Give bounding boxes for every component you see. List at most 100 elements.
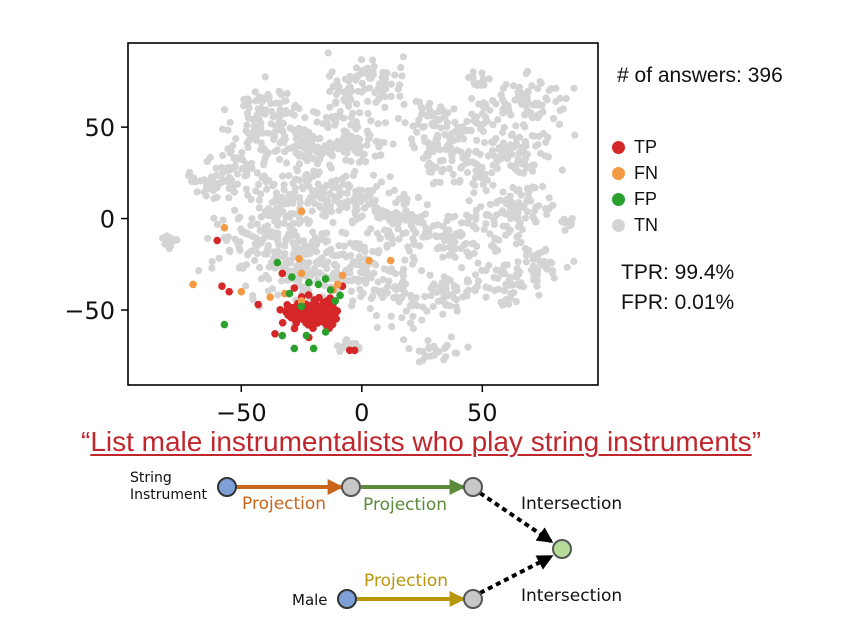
point-tn (521, 123, 529, 131)
point-tn (204, 234, 212, 242)
point-tn (478, 69, 486, 77)
point-tn (282, 213, 290, 221)
variable-node-2 (463, 477, 483, 497)
point-tn (331, 194, 339, 202)
point-tn (479, 75, 487, 83)
point-tn (511, 96, 519, 104)
point-tn (423, 112, 432, 120)
point-tn (276, 139, 284, 147)
projection-label-2: Projection (363, 495, 447, 515)
point-tn (533, 282, 541, 290)
point-fp (220, 320, 229, 329)
point-tn (465, 197, 473, 205)
point-tn (515, 186, 523, 194)
point-tn (435, 108, 443, 116)
point-tn (309, 228, 317, 236)
point-tn (400, 336, 408, 344)
point-tn (340, 148, 348, 156)
point-tn (394, 225, 402, 233)
point-tn (529, 167, 537, 175)
point-tn (323, 249, 331, 257)
point-tn (296, 199, 304, 207)
query-sentence: List male instrumentalists who play stri… (90, 426, 752, 457)
point-tn (308, 142, 316, 150)
point-tn (459, 123, 467, 131)
point-tn (333, 176, 341, 184)
point-tn (523, 184, 532, 192)
point-tn (424, 337, 432, 345)
point-tn (272, 99, 280, 107)
point-tn (418, 316, 426, 324)
point-tn (241, 172, 249, 180)
point-tn (202, 192, 210, 200)
point-tn (243, 121, 251, 129)
point-tn (501, 270, 509, 278)
point-tn (482, 187, 490, 195)
point-tn (563, 263, 571, 271)
point-tn (285, 172, 293, 180)
point-tn (331, 260, 339, 268)
point-tn (326, 150, 334, 158)
point-tn (310, 264, 318, 272)
point-tn (548, 259, 556, 267)
point-tn (259, 94, 267, 102)
point-tn (274, 291, 282, 299)
point-tn (345, 102, 353, 110)
point-tn (248, 215, 256, 223)
point-tn (532, 218, 540, 226)
point-tn (336, 347, 344, 355)
point-tp (218, 282, 226, 291)
point-tp (304, 291, 313, 299)
variable-node-3 (463, 589, 483, 609)
point-tn (549, 114, 558, 123)
point-tn (350, 199, 358, 207)
point-tn (302, 243, 310, 251)
point-fp (305, 278, 313, 287)
tpr-metric: TPR: 99.4% (621, 261, 735, 284)
point-tn (404, 243, 412, 251)
point-tn (387, 92, 395, 100)
point-tn (480, 120, 488, 128)
point-tn (489, 161, 497, 169)
point-tn (255, 204, 263, 212)
point-tn (358, 212, 366, 220)
point-tn (303, 176, 311, 184)
point-tn (410, 240, 418, 248)
point-tn (390, 294, 398, 302)
point-tn (428, 162, 436, 170)
point-tn (473, 136, 481, 144)
fpr-metric: FPR: 0.01% (621, 291, 735, 314)
point-tn (444, 132, 452, 140)
point-tn (542, 246, 550, 255)
point-tn (347, 157, 355, 165)
point-tn (256, 226, 264, 235)
point-tn (542, 94, 550, 102)
point-tn (260, 161, 268, 169)
variable-node-1 (341, 477, 361, 497)
point-tn (332, 81, 340, 89)
point-tn (472, 206, 480, 214)
point-tn (203, 157, 211, 165)
point-tn (545, 194, 553, 202)
point-tn (212, 172, 220, 180)
point-tn (510, 163, 518, 172)
query-text: “List male instrumentalists who play str… (0, 426, 842, 458)
intersection-edge-2 (479, 554, 554, 595)
point-tp (290, 284, 299, 292)
point-tn (409, 235, 417, 243)
point-tn (255, 115, 263, 123)
point-tn (293, 149, 301, 157)
point-tn (255, 196, 263, 204)
point-tn (312, 248, 321, 256)
point-tn (427, 284, 435, 293)
point-tn (401, 256, 409, 264)
answers-count: # of answers: 396 (617, 64, 783, 87)
point-tn (396, 92, 404, 100)
point-tn (347, 287, 356, 295)
point-tn (556, 106, 564, 115)
point-tn (391, 71, 399, 79)
point-tn (357, 268, 365, 276)
point-tn (441, 237, 449, 245)
point-tn (484, 152, 492, 160)
point-tn (552, 84, 560, 92)
